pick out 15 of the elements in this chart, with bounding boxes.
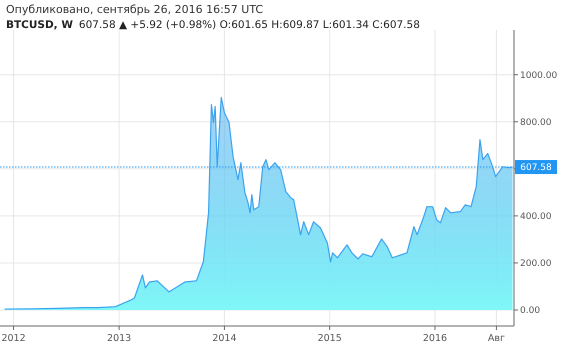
x-tick-label: 2012	[1, 333, 26, 344]
y-tick-label: 400.00	[520, 212, 552, 222]
y-tick-label: 0.00	[520, 306, 540, 316]
y-tick-label: 200.00	[520, 259, 552, 270]
x-tick-label: 2014	[212, 333, 236, 344]
y-tick-label: 800.00	[520, 118, 552, 128]
chart-subtitle: 607.58 ▲ +5.92 (+0.98%) O:601.65 H:609.87 L:601.34 C:607.58	[78, 19, 420, 31]
x-tick-label: 2015	[318, 333, 342, 344]
y-tick-label: 1000.00	[520, 70, 558, 81]
ref-line-label: 607.58	[520, 163, 552, 174]
x-tick-label: Авг	[488, 333, 505, 344]
text: Опубликовано, сентябрь 26, 2016 16:57 UTC	[6, 3, 264, 16]
x-tick-label: 2013	[107, 333, 132, 344]
x-tick-label: 2016	[422, 333, 448, 344]
chart-title: BTCUSD, W	[6, 19, 74, 31]
